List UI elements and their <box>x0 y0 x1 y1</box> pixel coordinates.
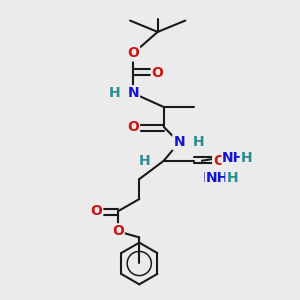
Text: O: O <box>152 66 164 80</box>
Text: O: O <box>90 204 102 218</box>
Text: NH: NH <box>206 171 229 184</box>
Text: N: N <box>127 86 139 100</box>
Text: O: O <box>127 120 139 134</box>
Text: H: H <box>108 86 120 100</box>
Text: O: O <box>213 154 225 168</box>
Text: NH: NH <box>222 151 245 165</box>
Text: H: H <box>226 171 237 184</box>
Text: O: O <box>127 46 139 60</box>
Text: H: H <box>139 154 151 168</box>
Text: H: H <box>241 151 252 165</box>
Text: H: H <box>192 135 204 149</box>
Text: N: N <box>173 135 185 149</box>
Text: H: H <box>226 171 238 184</box>
Text: O: O <box>112 224 124 238</box>
Text: NH: NH <box>203 171 226 184</box>
